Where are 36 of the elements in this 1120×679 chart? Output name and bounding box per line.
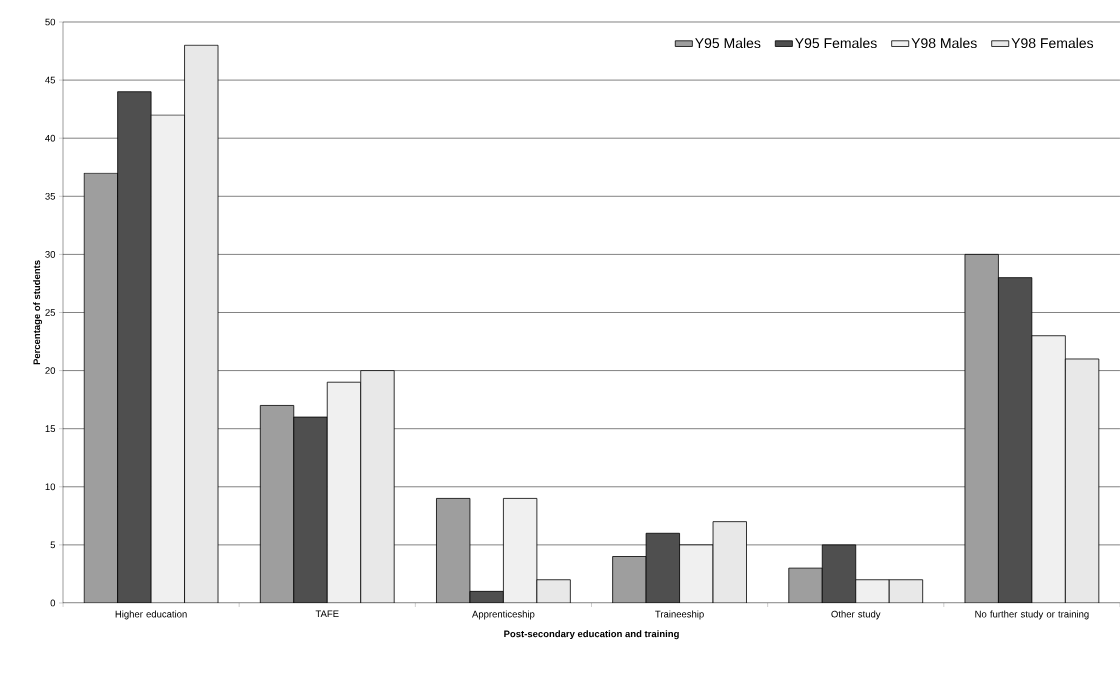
y-tick-label: 40 xyxy=(45,134,56,142)
x-tick-label: No further study or training xyxy=(975,610,1089,620)
y-tick-label: 50 xyxy=(45,18,56,26)
bar xyxy=(612,556,647,603)
bar xyxy=(117,91,152,603)
bar xyxy=(259,405,295,603)
bar xyxy=(821,544,857,603)
x-tick-label: Apprenticeship xyxy=(472,610,535,620)
y-tick-label: 45 xyxy=(45,76,56,84)
bar xyxy=(712,521,747,603)
bar xyxy=(788,567,823,603)
legend-label: Y98 Females xyxy=(1011,37,1094,49)
x-tick-label: Traineeship xyxy=(655,610,704,620)
y-tick-label: 0 xyxy=(50,599,56,607)
bar xyxy=(436,498,471,603)
bar xyxy=(83,172,119,603)
legend-label: Y98 Males xyxy=(911,37,977,49)
y-tick-label: 15 xyxy=(45,425,56,432)
bar xyxy=(645,532,680,603)
bar xyxy=(998,277,1033,603)
x-tick-label: Higher education xyxy=(115,610,187,620)
legend-label: Y95 Females xyxy=(795,37,877,49)
legend-label: Y95 Males xyxy=(695,37,761,49)
y-tick-label: 30 xyxy=(45,251,56,258)
y-tick-label: 35 xyxy=(45,192,56,200)
y-tick-label: 5 xyxy=(50,541,56,549)
x-tick-label: TAFE xyxy=(315,610,339,618)
x-tick-label: Other study xyxy=(831,610,881,620)
bar xyxy=(536,579,571,603)
y-axis-title: Percentage of students xyxy=(33,260,43,365)
x-axis-title: Post-secondary education and training xyxy=(504,630,679,640)
bar xyxy=(964,253,999,603)
y-tick-label: 20 xyxy=(45,367,56,374)
y-tick-label: 25 xyxy=(45,309,56,316)
bar xyxy=(293,416,328,603)
y-tick-label: 10 xyxy=(45,483,56,491)
